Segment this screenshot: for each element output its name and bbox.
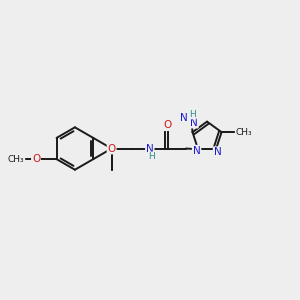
Text: O: O (32, 154, 40, 164)
Text: N: N (193, 146, 200, 156)
Text: O: O (107, 143, 116, 154)
Text: CH₃: CH₃ (8, 154, 25, 164)
Text: O: O (164, 120, 172, 130)
Text: H: H (148, 152, 155, 161)
Text: N: N (146, 143, 154, 154)
Text: CH₃: CH₃ (236, 128, 252, 137)
Text: N: N (214, 147, 221, 157)
Text: N: N (190, 118, 198, 128)
Text: H: H (189, 110, 196, 119)
Text: N: N (180, 113, 188, 123)
Text: H: H (189, 110, 196, 118)
